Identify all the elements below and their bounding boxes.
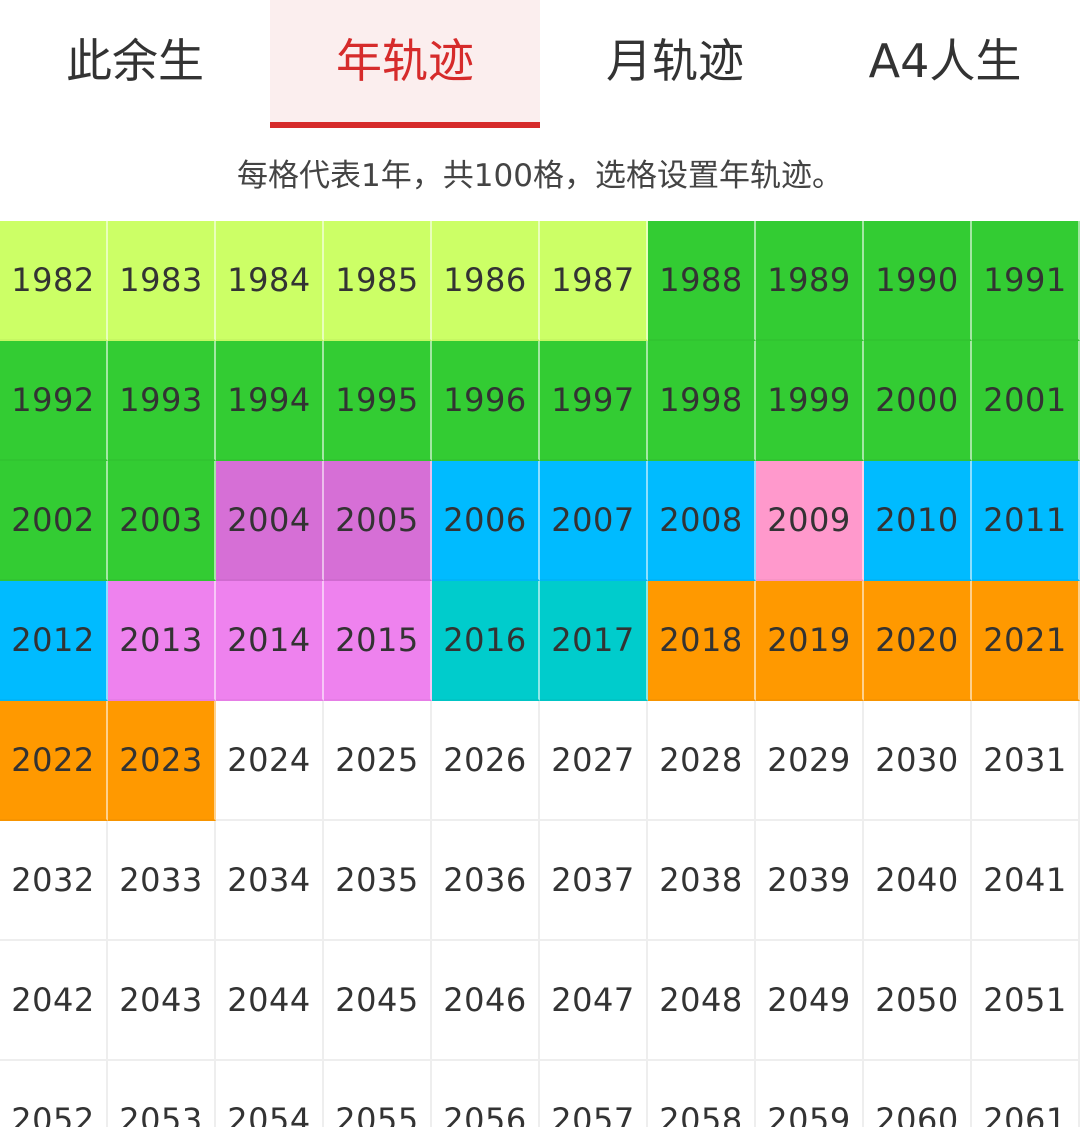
year-cell[interactable]: 1999	[756, 341, 864, 461]
year-cell[interactable]: 2026	[432, 701, 540, 821]
year-cell[interactable]: 1994	[216, 341, 324, 461]
year-cell[interactable]: 1995	[324, 341, 432, 461]
tab-year-track[interactable]: 年轨迹	[270, 0, 540, 128]
year-grid: 1982 1983 1984 1985 1986 1987 1988 1989 1990 1991…	[0, 221, 1080, 1127]
year-cell[interactable]: 2045	[324, 941, 432, 1061]
year-cell[interactable]: 2011	[972, 461, 1080, 581]
year-cell[interactable]: 2012	[0, 581, 108, 701]
year-cell[interactable]: 2021	[972, 581, 1080, 701]
year-cell[interactable]: 1987	[540, 221, 648, 341]
year-cell[interactable]: 2004	[216, 461, 324, 581]
year-cell[interactable]: 2041	[972, 821, 1080, 941]
year-cell[interactable]: 2010	[864, 461, 972, 581]
year-cell[interactable]: 2017	[540, 581, 648, 701]
year-cell[interactable]: 2040	[864, 821, 972, 941]
year-cell[interactable]: 2020	[864, 581, 972, 701]
year-cell[interactable]: 2028	[648, 701, 756, 821]
year-cell[interactable]: 2058	[648, 1061, 756, 1127]
year-cell[interactable]: 2007	[540, 461, 648, 581]
year-cell[interactable]: 1993	[108, 341, 216, 461]
year-cell[interactable]: 2000	[864, 341, 972, 461]
year-cell[interactable]: 1991	[972, 221, 1080, 341]
year-cell[interactable]: 2037	[540, 821, 648, 941]
year-cell[interactable]: 1992	[0, 341, 108, 461]
year-cell[interactable]: 1985	[324, 221, 432, 341]
year-cell[interactable]: 2052	[0, 1061, 108, 1127]
year-cell[interactable]: 1997	[540, 341, 648, 461]
tab-a4-life[interactable]: A4人生	[868, 34, 1022, 88]
year-cell[interactable]: 1996	[432, 341, 540, 461]
year-cell[interactable]: 2031	[972, 701, 1080, 821]
year-cell[interactable]: 2006	[432, 461, 540, 581]
year-cell[interactable]: 2005	[324, 461, 432, 581]
year-cell[interactable]: 2034	[216, 821, 324, 941]
tab-rest-of-life[interactable]: 此余生	[66, 34, 204, 88]
year-cell[interactable]: 2001	[972, 341, 1080, 461]
year-cell[interactable]: 2008	[648, 461, 756, 581]
year-cell[interactable]: 2035	[324, 821, 432, 941]
year-cell[interactable]: 2025	[324, 701, 432, 821]
year-cell[interactable]: 2053	[108, 1061, 216, 1127]
year-cell[interactable]: 1988	[648, 221, 756, 341]
year-cell[interactable]: 2018	[648, 581, 756, 701]
year-cell[interactable]: 2032	[0, 821, 108, 941]
tab-bar: 此余生 年轨迹 月轨迹 A4人生	[0, 0, 1080, 128]
year-cell[interactable]: 2055	[324, 1061, 432, 1127]
year-cell[interactable]: 2046	[432, 941, 540, 1061]
year-cell[interactable]: 2056	[432, 1061, 540, 1127]
year-cell[interactable]: 2029	[756, 701, 864, 821]
year-cell[interactable]: 2049	[756, 941, 864, 1061]
year-cell[interactable]: 2050	[864, 941, 972, 1061]
year-cell[interactable]: 1983	[108, 221, 216, 341]
year-cell[interactable]: 2030	[864, 701, 972, 821]
year-cell[interactable]: 2009	[756, 461, 864, 581]
year-cell[interactable]: 2019	[756, 581, 864, 701]
year-cell[interactable]: 1986	[432, 221, 540, 341]
year-cell[interactable]: 2059	[756, 1061, 864, 1127]
year-cell[interactable]: 1989	[756, 221, 864, 341]
year-cell[interactable]: 1990	[864, 221, 972, 341]
year-cell[interactable]: 2042	[0, 941, 108, 1061]
year-cell[interactable]: 2015	[324, 581, 432, 701]
year-cell[interactable]: 2014	[216, 581, 324, 701]
year-cell[interactable]: 2051	[972, 941, 1080, 1061]
year-cell[interactable]: 2057	[540, 1061, 648, 1127]
year-cell[interactable]: 1984	[216, 221, 324, 341]
year-cell[interactable]: 2003	[108, 461, 216, 581]
year-cell[interactable]: 2036	[432, 821, 540, 941]
year-cell[interactable]: 2043	[108, 941, 216, 1061]
year-cell[interactable]: 1998	[648, 341, 756, 461]
year-cell[interactable]: 2048	[648, 941, 756, 1061]
year-cell[interactable]: 2033	[108, 821, 216, 941]
year-cell[interactable]: 2016	[432, 581, 540, 701]
year-cell[interactable]: 2023	[108, 701, 216, 821]
year-cell[interactable]: 2060	[864, 1061, 972, 1127]
instruction-text: 每格代表1年，共100格，选格设置年轨迹。	[237, 158, 843, 194]
year-cell[interactable]: 2039	[756, 821, 864, 941]
year-cell[interactable]: 1982	[0, 221, 108, 341]
year-cell[interactable]: 2002	[0, 461, 108, 581]
year-cell[interactable]: 2013	[108, 581, 216, 701]
year-cell[interactable]: 2027	[540, 701, 648, 821]
year-cell[interactable]: 2061	[972, 1061, 1080, 1127]
year-cell[interactable]: 2047	[540, 941, 648, 1061]
year-cell[interactable]: 2038	[648, 821, 756, 941]
year-cell[interactable]: 2022	[0, 701, 108, 821]
year-cell[interactable]: 2044	[216, 941, 324, 1061]
year-cell[interactable]: 2024	[216, 701, 324, 821]
year-cell[interactable]: 2054	[216, 1061, 324, 1127]
tab-month-track[interactable]: 月轨迹	[606, 34, 744, 88]
